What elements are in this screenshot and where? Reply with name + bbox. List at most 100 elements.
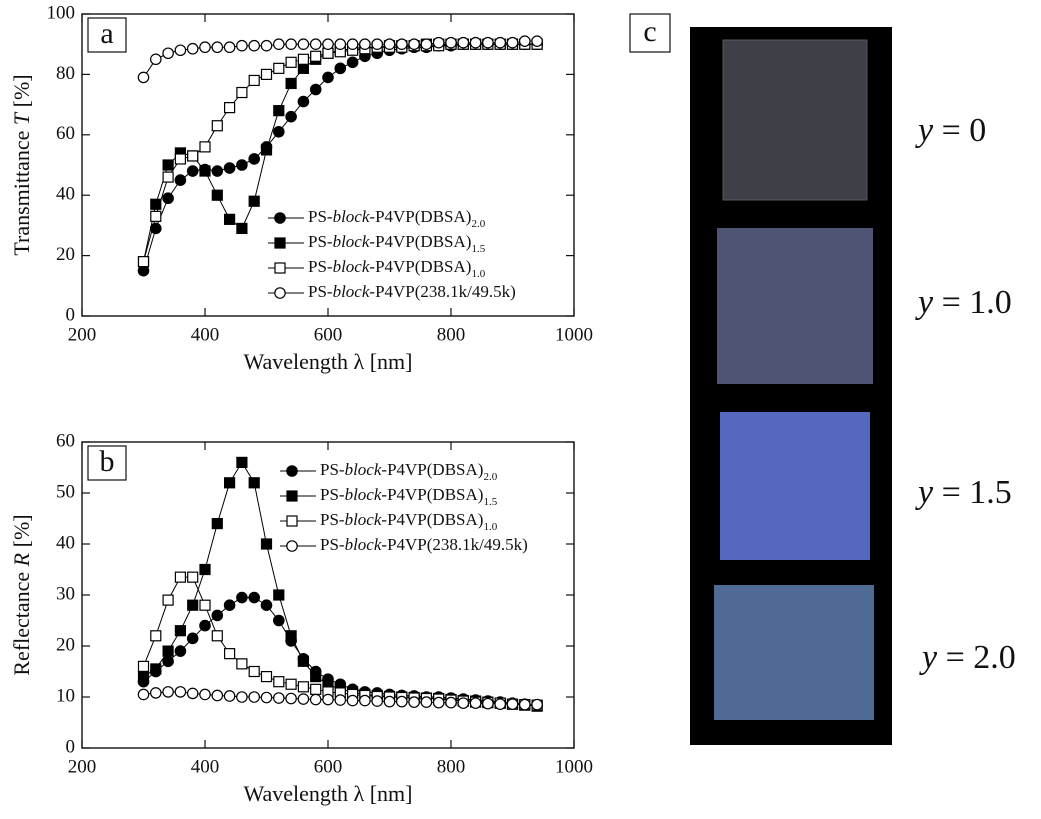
marker	[457, 36, 470, 49]
marker	[285, 678, 297, 690]
marker	[187, 571, 199, 583]
marker	[408, 38, 420, 50]
marker	[236, 691, 248, 703]
marker	[174, 686, 187, 698]
marker	[162, 47, 174, 60]
y-tick-label: 0	[66, 736, 76, 757]
marker	[297, 38, 310, 50]
marker	[174, 153, 186, 165]
marker	[457, 697, 470, 709]
marker	[273, 62, 285, 74]
marker	[285, 692, 297, 705]
marker	[432, 36, 445, 49]
y-tick-label: 20	[56, 244, 75, 265]
x-tick-label: 600	[314, 324, 343, 345]
legend-label: PS-block-P4VP(DBSA)1.5	[320, 485, 498, 508]
y-tick-label: 40	[56, 184, 75, 205]
sample-y0	[722, 39, 868, 201]
marker	[224, 477, 236, 489]
marker	[199, 619, 211, 632]
y-tick-label: 20	[56, 634, 75, 655]
x-tick-label: 400	[191, 324, 220, 345]
marker	[236, 39, 248, 52]
legend-label: PS-block-P4VP(DBSA)1.0	[320, 510, 498, 533]
marker	[531, 35, 543, 47]
marker	[211, 189, 223, 201]
marker	[199, 599, 211, 611]
sample-y1	[717, 228, 873, 384]
marker	[260, 144, 273, 156]
marker	[297, 655, 309, 667]
marker	[150, 630, 162, 642]
marker	[236, 222, 248, 235]
marker	[420, 696, 433, 708]
photo-label: y = 2.0	[919, 639, 1016, 676]
marker	[162, 686, 174, 698]
marker	[150, 198, 162, 210]
marker	[199, 41, 211, 54]
photo-label: y = 0	[915, 112, 986, 149]
marker	[236, 456, 248, 468]
marker	[150, 53, 162, 66]
marker	[187, 150, 199, 162]
marker	[272, 125, 285, 138]
marker	[494, 36, 506, 49]
legend-marker	[286, 515, 298, 527]
marker	[162, 594, 174, 606]
legend-label: PS-block-P4VP(238.1k/49.5k)	[308, 282, 516, 301]
marker	[150, 687, 162, 699]
marker	[199, 563, 211, 576]
marker	[260, 691, 273, 704]
marker	[162, 171, 174, 183]
x-tick-label: 800	[437, 756, 466, 777]
legend-marker	[286, 490, 298, 502]
marker	[322, 38, 334, 50]
legend-label: PS-block-P4VP(DBSA)1.0	[308, 257, 486, 280]
y-axis-label: Transmittance T [%]	[9, 74, 34, 255]
marker	[309, 83, 322, 96]
marker	[223, 41, 236, 54]
marker	[174, 44, 187, 57]
marker	[186, 165, 199, 177]
marker	[199, 688, 211, 701]
marker	[494, 698, 506, 710]
marker	[273, 676, 285, 688]
marker	[174, 571, 186, 583]
marker	[273, 105, 285, 117]
marker	[236, 658, 248, 670]
legend-label: PS-block-P4VP(238.1k/49.5k)	[320, 535, 528, 554]
marker	[445, 36, 457, 49]
marker	[187, 599, 199, 611]
marker	[186, 632, 199, 645]
x-axis-label: Wavelength λ [nm]	[244, 781, 413, 806]
marker	[273, 589, 285, 601]
marker	[150, 663, 162, 675]
panel-label: c	[643, 15, 656, 48]
y-tick-label: 50	[56, 481, 75, 502]
marker	[211, 120, 223, 132]
legend-marker	[274, 262, 286, 274]
y-tick-label: 100	[47, 2, 76, 23]
legend-marker	[274, 287, 286, 299]
marker	[383, 38, 396, 50]
legend-marker	[286, 465, 298, 477]
marker	[248, 195, 260, 207]
marker	[395, 695, 408, 708]
marker	[162, 645, 174, 657]
marker	[211, 165, 224, 177]
marker	[248, 591, 260, 604]
marker	[309, 693, 322, 706]
marker	[137, 670, 150, 683]
marker	[186, 687, 199, 700]
y-tick-label: 30	[56, 583, 75, 604]
marker	[322, 693, 334, 706]
marker	[310, 50, 322, 62]
legend-marker	[274, 212, 286, 224]
marker	[445, 696, 457, 709]
marker	[162, 192, 174, 205]
marker	[531, 698, 543, 711]
x-tick-label: 400	[191, 756, 220, 777]
marker	[408, 696, 420, 708]
marker	[174, 174, 187, 186]
